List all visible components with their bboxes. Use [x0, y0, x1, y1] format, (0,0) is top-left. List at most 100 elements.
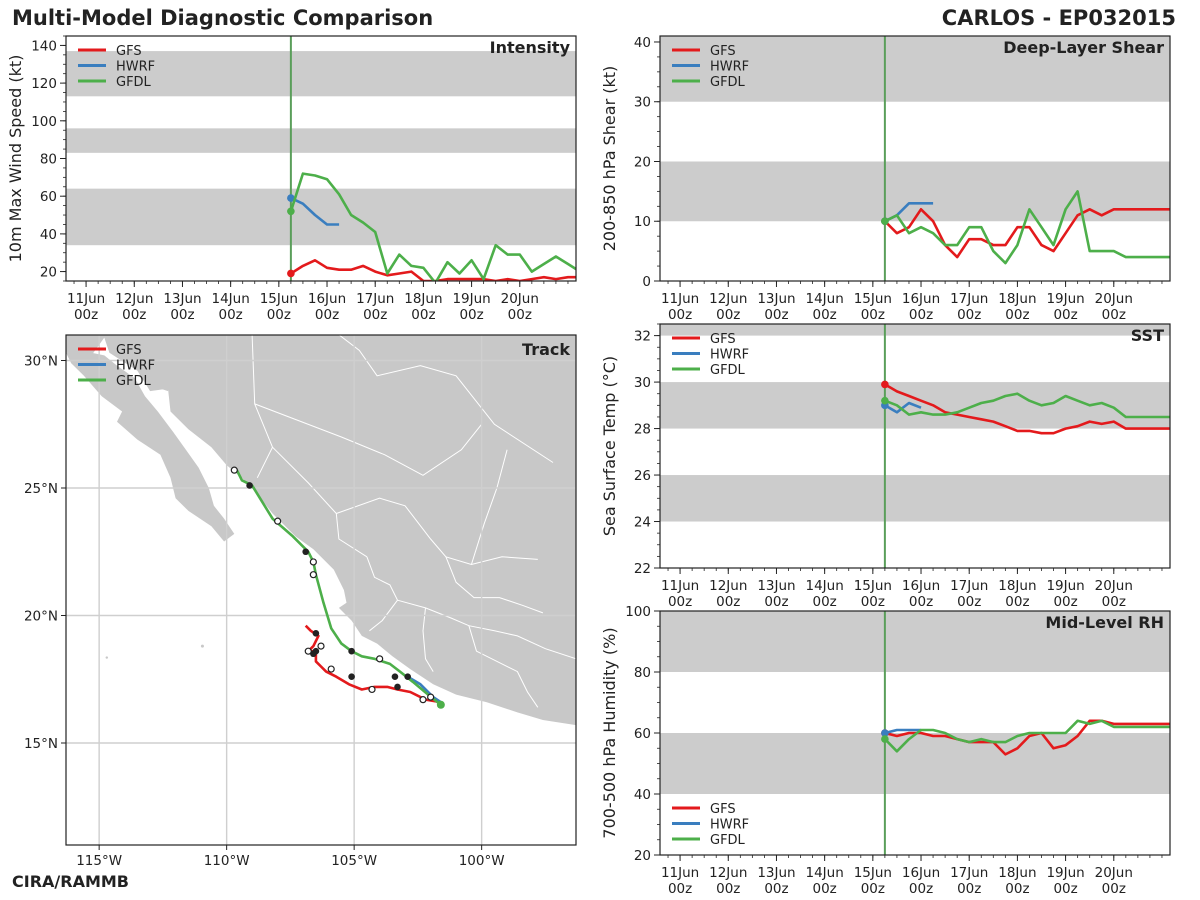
x-tick-label-hour: 00z [1005, 594, 1029, 610]
x-tick-label-hour: 00z [459, 307, 483, 323]
legend-label-gfdl: GFDL [710, 75, 746, 90]
y-tick-label: 30 [634, 95, 651, 111]
track-marker-open [317, 642, 325, 650]
legend-label-gfdl: GFDL [710, 363, 746, 378]
x-tick-label-hour: 00z [861, 307, 885, 323]
footer-credit: CIRA/RAMMB [12, 872, 129, 891]
landmass-mainland [66, 335, 576, 726]
border-jalisco [366, 556, 399, 632]
border-sonora [251, 335, 274, 479]
x-tick-label-date: 12Jun [709, 578, 747, 594]
legend-label-hwrf: HWRF [116, 60, 155, 75]
legend-label-gfdl: GFDL [116, 374, 152, 389]
y-axis-label: 700-500 hPa Humidity (%) [600, 627, 619, 838]
y-tick-label: 28 [634, 422, 651, 438]
lat-tick-label: 30°N [24, 354, 58, 370]
lon-tick-label: 105°W [331, 853, 377, 869]
x-tick-label-hour: 00z [716, 881, 740, 897]
x-tick-label-hour: 00z [909, 881, 933, 897]
y-tick-label: 100 [31, 114, 57, 130]
x-tick-label-hour: 00z [813, 307, 837, 323]
panel-track: 115°W 110°W 105°W 100°W 15°N 20°N 25°N 30°N Trac… [24, 334, 577, 869]
y-tick-label: 60 [40, 189, 57, 205]
track-marker-filled [302, 548, 310, 556]
plot-area-shear [660, 36, 1170, 281]
legend-label-gfs: GFS [116, 44, 142, 59]
y-tick-label: 80 [40, 152, 57, 168]
x-tick-label-date: 19Jun [1046, 865, 1084, 881]
x-tick-label-hour: 00z [122, 307, 146, 323]
x-tick-label-hour: 00z [909, 594, 933, 610]
x-tick-label-date: 19Jun [1046, 291, 1084, 307]
x-tick-label-hour: 00z [508, 307, 532, 323]
band-1 [660, 611, 1170, 672]
legend-label-gfdl: GFDL [710, 833, 746, 848]
x-tick-label-hour: 00z [668, 881, 692, 897]
series-hwrf [884, 401, 922, 414]
x-tick-label-hour: 00z [668, 307, 692, 323]
track-marker-open [274, 517, 282, 525]
track-marker-open [309, 558, 317, 566]
x-tick-label-date: 20Jun [1095, 578, 1133, 594]
lat-tick-label: 20°N [24, 609, 58, 625]
x-tick-label-date: 13Jun [757, 865, 795, 881]
track-marker-open [419, 696, 427, 704]
x-tick-label-hour: 00z [764, 594, 788, 610]
track-hwrf [407, 675, 442, 704]
x-tick-label-date: 17Jun [950, 291, 988, 307]
x-tick-label-hour: 00z [668, 594, 692, 610]
x-tick-label-hour: 00z [1102, 594, 1126, 610]
panel-shear: 01020304011Jun00z12Jun00z13Jun00z14Jun00… [600, 35, 1171, 323]
legend-label-hwrf: HWRF [710, 348, 749, 363]
x-tick-label-date: 15Jun [260, 291, 298, 307]
border-us [104, 335, 554, 463]
x-tick-label-date: 16Jun [902, 291, 940, 307]
y-tick-label: 80 [634, 665, 651, 681]
x-tick-label-hour: 00z [716, 307, 740, 323]
x-tick-label-hour: 00z [1005, 307, 1029, 323]
x-tick-label-date: 16Jun [902, 578, 940, 594]
border-guerrero [468, 625, 539, 708]
x-tick-label-date: 20Jun [1095, 291, 1133, 307]
panel-sst: 22242628303211Jun00z12Jun00z13Jun00z14Ju… [600, 323, 1171, 610]
series-hwrf [290, 196, 340, 226]
track-marker-open [427, 693, 435, 701]
y-tick-label: 100 [625, 604, 651, 620]
x-tick-label-date: 11Jun [67, 291, 105, 307]
y-tick-label: 40 [634, 35, 651, 51]
x-tick-label-hour: 00z [363, 307, 387, 323]
y-axis-label: 200-850 hPa Shear (kt) [600, 66, 619, 252]
legend-label-gfs: GFS [710, 802, 736, 817]
x-tick-label-date: 16Jun [902, 865, 940, 881]
x-tick-label-hour: 00z [1005, 881, 1029, 897]
map-frame [65, 334, 577, 846]
x-tick-label-date: 14Jun [212, 291, 250, 307]
x-tick-label-hour: 00z [1053, 881, 1077, 897]
x-tick-label-date: 13Jun [757, 291, 795, 307]
series-gfs [884, 383, 1170, 435]
panel-title: SST [1131, 326, 1164, 345]
y-axis-label: 10m Max Wind Speed (kt) [6, 55, 25, 263]
y-tick-label: 20 [634, 848, 651, 864]
x-tick-label-hour: 00z [1102, 881, 1126, 897]
x-tick-label-date: 19Jun [1046, 578, 1084, 594]
legend-label-hwrf: HWRF [710, 60, 749, 75]
border-nl [470, 449, 508, 565]
border-bajio [445, 556, 544, 614]
y-tick-label: 10 [634, 214, 651, 230]
series-gfs [883, 208, 1170, 259]
panel-title: Mid-Level RH [1045, 613, 1164, 632]
x-tick-label-hour: 00z [1102, 307, 1126, 323]
y-tick-label: 40 [634, 787, 651, 803]
island-socorro [200, 644, 204, 648]
x-tick-label-hour: 00z [957, 594, 981, 610]
track-gfdl [235, 469, 442, 706]
legend-label-gfs: GFS [116, 343, 142, 358]
x-tick-label-date: 15Jun [854, 291, 892, 307]
x-tick-label-date: 19Jun [452, 291, 490, 307]
track-marker-filled [348, 647, 355, 655]
series-start-hwrf [881, 729, 889, 737]
lon-tick-label: 100°W [459, 853, 505, 869]
x-tick-label-date: 14Jun [806, 578, 844, 594]
